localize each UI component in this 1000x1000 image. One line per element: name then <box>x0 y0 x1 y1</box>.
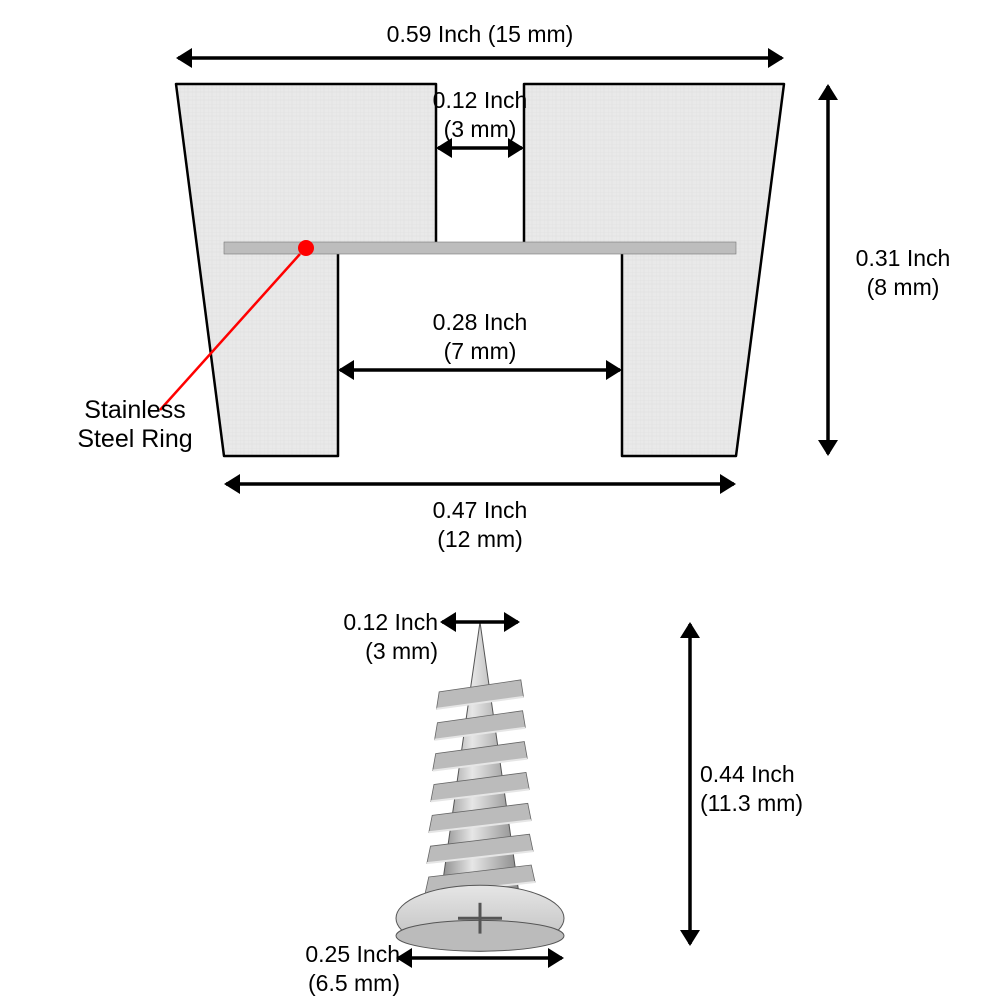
dim-slot-bottom: 0.28 Inch (7 mm) <box>400 308 560 366</box>
dim-height: 0.31 Inch (8 mm) <box>838 244 968 302</box>
dim-screw-head: 0.25 Inch (6.5 mm) <box>250 940 400 998</box>
dim-screw-height: 0.44 Inch (11.3 mm) <box>700 760 840 818</box>
dim-bottom-width: 0.47 Inch (12 mm) <box>400 496 560 554</box>
dim-slot-top: 0.12 Inch (3 mm) <box>400 86 560 144</box>
dim-top-width: 0.59 Inch (15 mm) <box>310 20 650 49</box>
dim-screw-tip: 0.12 Inch (3 mm) <box>288 608 438 666</box>
callout-ring: Stainless Steel Ring <box>60 396 210 454</box>
